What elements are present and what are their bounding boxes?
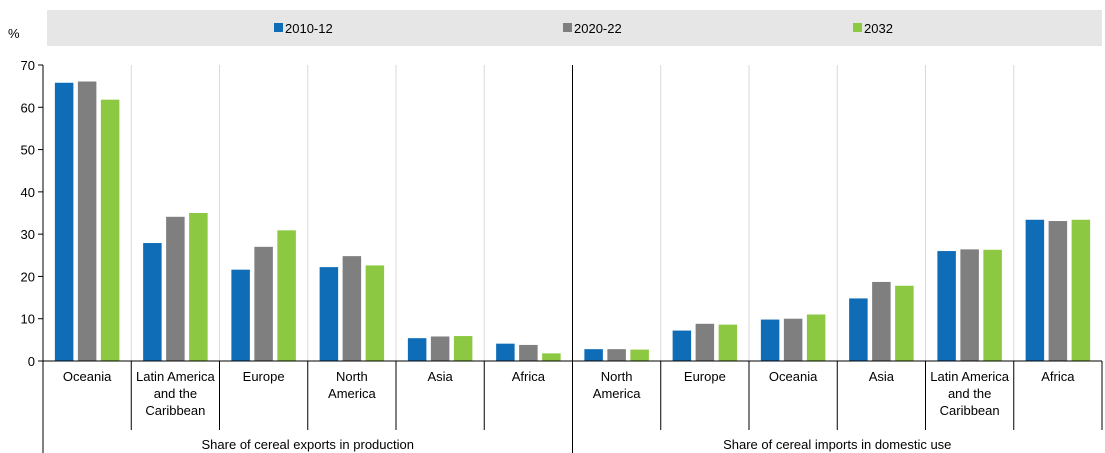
bar xyxy=(100,99,120,361)
bar xyxy=(695,323,715,361)
legend-label: 2010-12 xyxy=(285,21,333,36)
bar xyxy=(254,246,273,361)
bar xyxy=(983,249,1002,361)
bar xyxy=(806,314,826,361)
bar xyxy=(430,336,450,361)
x-tick-label: Latin America and the Caribbean xyxy=(930,369,1010,418)
x-tick-label: Africa xyxy=(1041,369,1075,384)
x-tick-label: North America xyxy=(593,369,641,401)
x-tick-label: Africa xyxy=(512,369,546,384)
bar xyxy=(760,319,780,361)
bar xyxy=(872,281,891,361)
x-tick-label: Oceania xyxy=(63,369,112,384)
bar xyxy=(166,216,185,361)
bar xyxy=(607,349,626,361)
bar xyxy=(342,256,362,361)
y-tick-label: 30 xyxy=(21,227,35,242)
y-tick-label: 0 xyxy=(28,354,35,369)
bar xyxy=(895,285,914,361)
bar xyxy=(231,269,250,361)
bar xyxy=(1025,219,1045,361)
x-tick-label: Oceania xyxy=(769,369,818,384)
bar xyxy=(937,251,956,361)
bar xyxy=(584,349,603,361)
bar xyxy=(960,249,979,361)
y-axis-label: % xyxy=(8,26,20,41)
legend-label: 2032 xyxy=(864,21,893,36)
x-tick-label: North America xyxy=(328,369,376,401)
bar xyxy=(542,353,561,361)
legend-swatch xyxy=(853,23,862,32)
bar xyxy=(519,344,538,361)
y-axis: 0 10 20 30 40 50 60 70 xyxy=(21,58,44,369)
x-tick-label: Europe xyxy=(684,369,726,384)
legend: 2010-12 2020-22 2032 xyxy=(274,21,893,36)
bar xyxy=(319,267,339,361)
bar xyxy=(77,81,97,362)
grid xyxy=(130,65,1015,361)
bar xyxy=(672,330,692,361)
bar xyxy=(718,324,738,361)
y-tick-label: 40 xyxy=(21,185,35,200)
legend-background xyxy=(47,10,1102,46)
bar xyxy=(849,298,868,361)
y-tick-label: 20 xyxy=(21,269,35,284)
bar xyxy=(277,230,296,361)
group-label: Share of cereal imports in domestic use xyxy=(723,437,951,452)
group-label: Share of cereal exports in production xyxy=(202,437,414,452)
x-tick-label: Latin America and the Caribbean xyxy=(136,369,216,418)
legend-label: 2020-22 xyxy=(574,21,622,36)
legend-swatch xyxy=(274,23,283,32)
legend-swatch xyxy=(563,23,572,32)
x-tick-label: Asia xyxy=(427,369,453,384)
bar xyxy=(365,265,385,361)
y-tick-label: 70 xyxy=(21,58,35,73)
bar xyxy=(407,338,427,361)
bar xyxy=(453,336,473,361)
bar xyxy=(189,213,208,361)
bar xyxy=(1048,221,1068,361)
bar xyxy=(496,343,515,361)
bars xyxy=(54,81,1091,362)
bar xyxy=(1071,219,1091,361)
bar xyxy=(630,349,649,361)
y-tick-label: 50 xyxy=(21,143,35,158)
x-axis: Oceania Latin America and the Caribbean Euro… xyxy=(42,65,1103,453)
bar xyxy=(143,243,162,361)
x-tick-label: Asia xyxy=(869,369,895,384)
y-tick-label: 60 xyxy=(21,100,35,115)
y-tick-label: 10 xyxy=(21,312,35,327)
bar xyxy=(54,82,74,361)
x-tick-label: Europe xyxy=(243,369,285,384)
bar xyxy=(783,318,803,361)
